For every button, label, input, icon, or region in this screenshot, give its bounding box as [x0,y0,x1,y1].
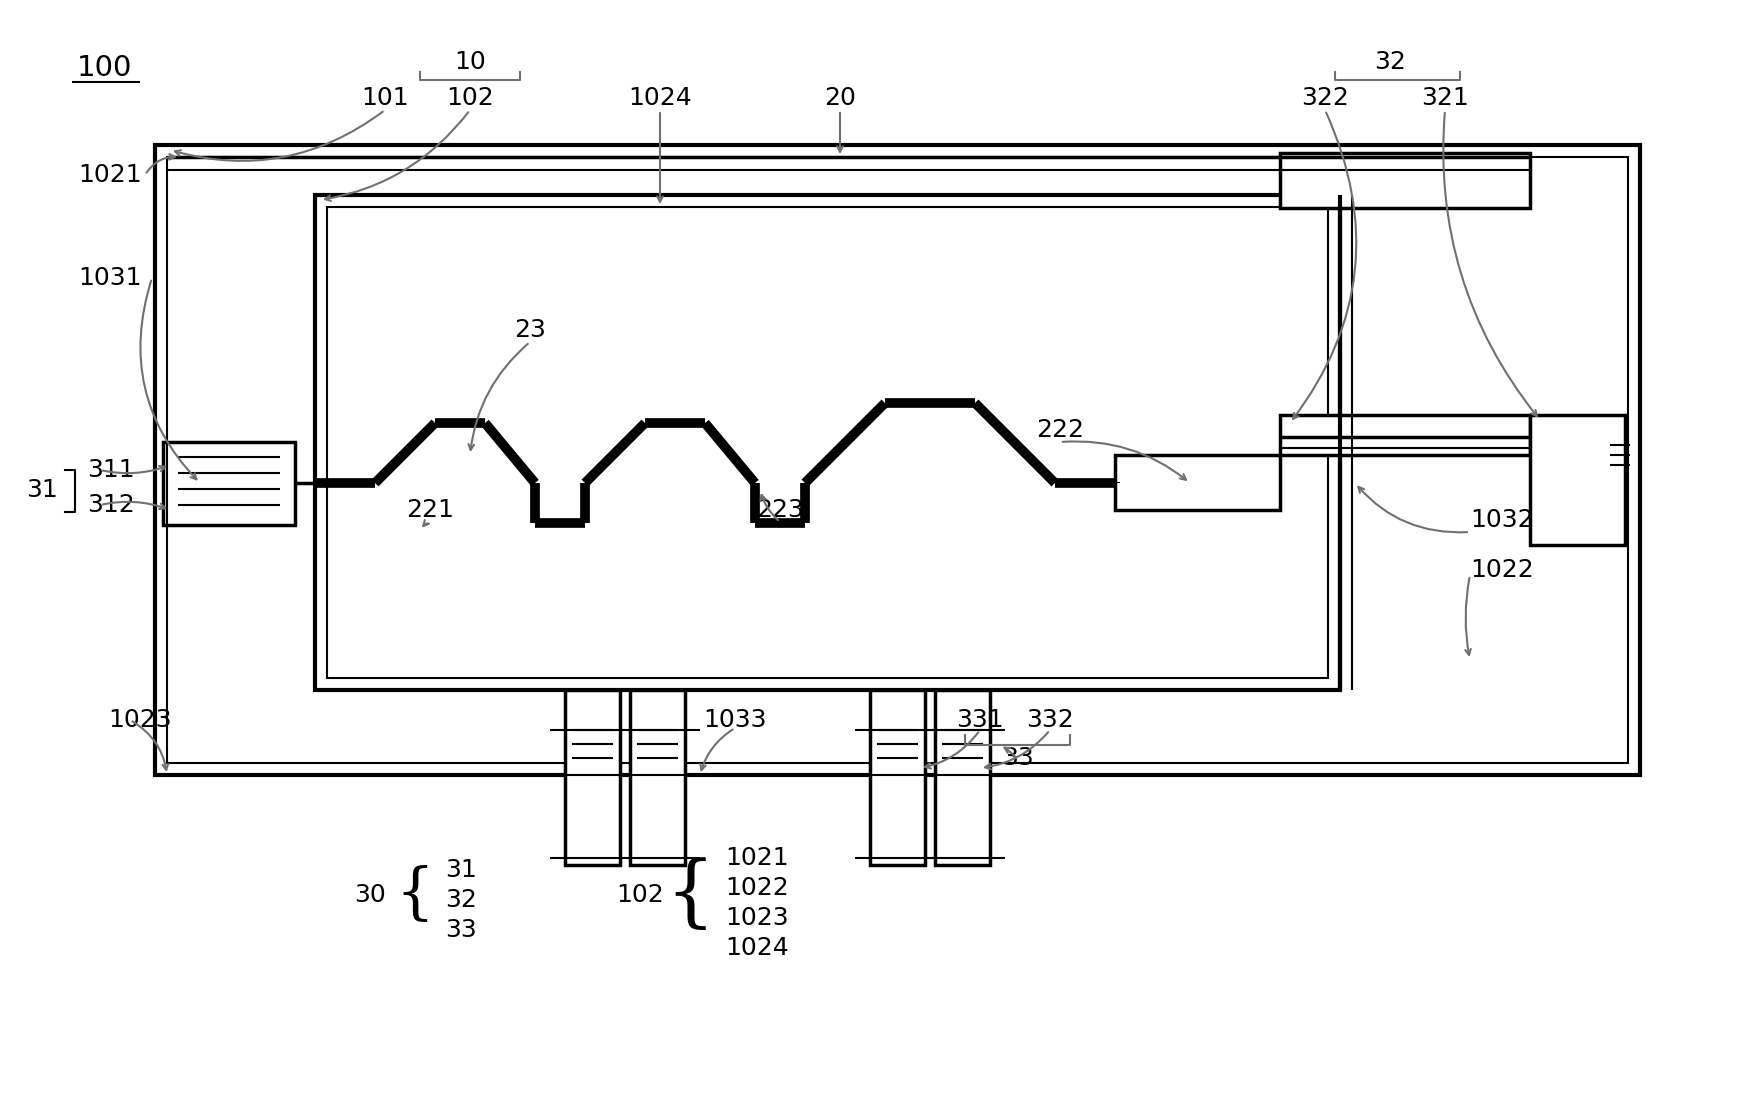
Bar [327,207,1327,678]
Bar [630,690,685,865]
Text: 32: 32 [445,888,476,912]
Bar [934,690,989,865]
Bar [1280,415,1529,455]
Text: 101: 101 [362,85,409,110]
Text: 102: 102 [616,883,664,907]
Text: 1021: 1021 [725,846,788,870]
Text: 321: 321 [1421,85,1468,110]
Text: 312: 312 [87,493,134,517]
Text: 1022: 1022 [725,876,788,900]
Text: 102: 102 [445,85,494,110]
Text: 332: 332 [1026,708,1073,732]
Bar [565,690,619,865]
Text: 1023: 1023 [725,906,788,931]
Text: 31: 31 [445,858,476,882]
Text: {: { [395,865,433,925]
Text: 10: 10 [454,50,485,75]
Text: 33: 33 [1002,746,1033,770]
Bar [315,195,1339,690]
Text: 221: 221 [405,498,454,522]
Text: {: { [664,857,715,933]
Text: 1033: 1033 [703,708,767,732]
Text: 30: 30 [355,883,386,907]
Bar [1115,455,1280,510]
Text: 1031: 1031 [78,266,141,290]
Text: 1024: 1024 [628,85,692,110]
Text: 23: 23 [513,318,546,342]
Text: 1032: 1032 [1469,509,1532,532]
Text: 33: 33 [445,918,476,941]
Bar [167,157,1628,763]
Bar [1529,415,1624,545]
Text: 311: 311 [87,458,134,482]
Text: 1022: 1022 [1469,558,1532,582]
Text: 31: 31 [26,478,57,502]
Text: 222: 222 [1035,418,1083,442]
Text: 20: 20 [824,85,856,110]
Bar [870,690,925,865]
Text: 100: 100 [77,54,132,82]
Text: 1024: 1024 [725,936,788,960]
Bar [1280,153,1529,208]
Bar [155,145,1640,775]
Text: 1023: 1023 [108,708,172,732]
Bar [163,442,296,525]
Text: 223: 223 [756,498,803,522]
Text: 1021: 1021 [78,163,143,187]
Text: 322: 322 [1301,85,1348,110]
Text: 331: 331 [956,708,1003,732]
Text: 32: 32 [1374,50,1405,75]
